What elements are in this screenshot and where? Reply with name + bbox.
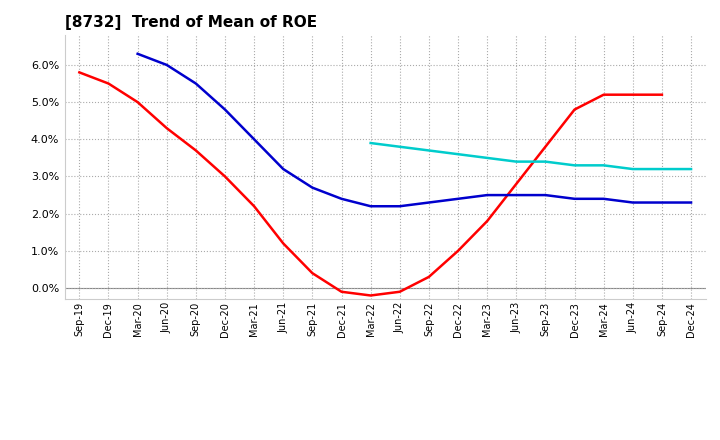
5 Years [250,137,258,142]
5 Years [133,51,142,56]
7 Years [541,159,550,164]
5 Years [629,200,637,205]
3 Years [483,219,492,224]
3 Years [425,274,433,279]
5 Years [599,196,608,202]
3 Years [133,99,142,105]
5 Years [657,200,666,205]
7 Years [629,166,637,172]
5 Years [366,204,375,209]
3 Years [279,241,287,246]
Line: 3 Years: 3 Years [79,73,662,296]
3 Years [337,289,346,294]
3 Years [512,181,521,187]
7 Years [570,163,579,168]
7 Years [483,155,492,161]
3 Years [629,92,637,97]
3 Years [366,293,375,298]
7 Years [657,166,666,172]
3 Years [599,92,608,97]
3 Years [570,107,579,112]
Text: [8732]  Trend of Mean of ROE: [8732] Trend of Mean of ROE [65,15,317,30]
5 Years [512,192,521,198]
3 Years [657,92,666,97]
5 Years [220,107,229,112]
5 Years [425,200,433,205]
7 Years [454,151,462,157]
5 Years [163,62,171,68]
3 Years [104,81,113,86]
7 Years [599,163,608,168]
5 Years [687,200,696,205]
5 Years [279,166,287,172]
5 Years [337,196,346,202]
3 Years [75,70,84,75]
3 Years [192,148,200,153]
3 Years [250,204,258,209]
3 Years [395,289,404,294]
7 Years [395,144,404,150]
3 Years [308,271,317,276]
5 Years [541,192,550,198]
7 Years [425,148,433,153]
5 Years [308,185,317,190]
5 Years [454,196,462,202]
5 Years [395,204,404,209]
7 Years [512,159,521,164]
3 Years [454,248,462,253]
Line: 7 Years: 7 Years [371,143,691,169]
5 Years [483,192,492,198]
3 Years [541,144,550,150]
3 Years [163,125,171,131]
Line: 5 Years: 5 Years [138,54,691,206]
7 Years [687,166,696,172]
7 Years [366,140,375,146]
5 Years [192,81,200,86]
3 Years [220,174,229,179]
5 Years [570,196,579,202]
